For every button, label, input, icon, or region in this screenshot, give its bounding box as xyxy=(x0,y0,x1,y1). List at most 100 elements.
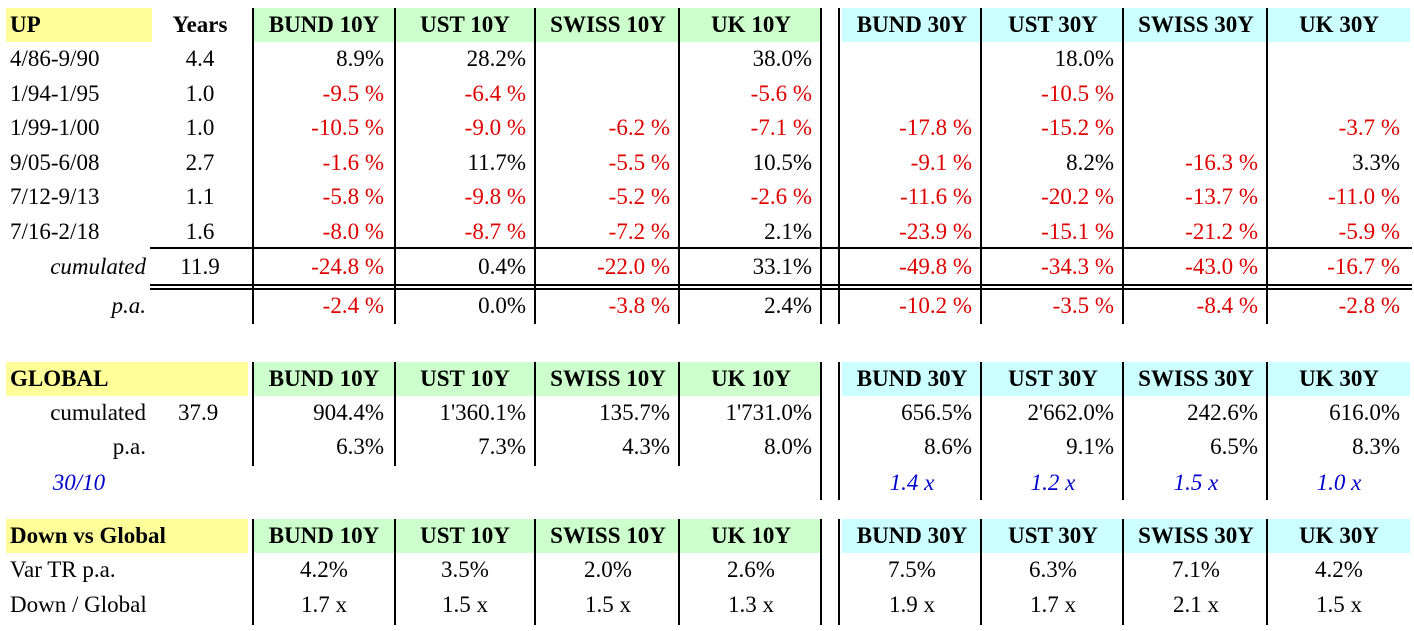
grid-line xyxy=(252,8,254,324)
years-value: 1.0 xyxy=(185,80,215,106)
return-value: -9.8 % xyxy=(464,184,526,209)
grid-line xyxy=(838,362,840,500)
grid-line xyxy=(1266,519,1268,625)
column-header-uk-30y: UK 30Y xyxy=(1268,8,1410,42)
grid-line xyxy=(838,519,840,625)
return-value: 28.2% xyxy=(466,46,526,71)
period-label: 9/05-6/08 xyxy=(10,149,100,175)
down-ratio-row: Down / Global 1.7 x 1.5 x 1.5 x 1.3 x 1.9 x 1.… xyxy=(6,588,1410,622)
pa-value: -10.2 % xyxy=(899,293,972,318)
grid-line xyxy=(394,8,396,324)
return-value: -6.4 % xyxy=(464,80,526,106)
global-pa-value: 8.0% xyxy=(764,434,812,459)
column-header-bund-30y: BUND 30Y xyxy=(842,519,982,553)
global-cumulated-row: cumulated 37.9 904.4% 1'360.1% 135.7% 1'731.0… xyxy=(6,396,1410,430)
var-label: Var TR p.a. xyxy=(10,557,116,582)
column-header-swiss-10y: SWISS 10Y xyxy=(536,8,680,42)
column-header-uk-10y: UK 10Y xyxy=(680,362,822,396)
grid-line xyxy=(534,8,536,324)
return-value xyxy=(842,77,982,111)
cumulated-value: -43.0 % xyxy=(1185,254,1258,279)
return-value: -23.9 % xyxy=(899,218,972,244)
column-header-swiss-30y: SWISS 30Y xyxy=(1124,8,1268,42)
return-value: -10.5 % xyxy=(311,115,384,140)
pa-label: p.a. xyxy=(111,293,147,318)
up-data-row: 7/12-9/13 1.1 -5.8 % -9.8 % -5.2 % -2.6 % -11.… xyxy=(6,180,1410,214)
pa-value: -8.4 % xyxy=(1196,293,1258,318)
return-value: -17.8 % xyxy=(899,115,972,140)
column-header-swiss-10y: SWISS 10Y xyxy=(536,362,680,396)
column-header-uk-10y: UK 10Y xyxy=(680,8,822,42)
up-title: UP xyxy=(6,8,152,42)
return-value: -11.0 % xyxy=(1328,184,1400,209)
years-value: 1.1 xyxy=(185,184,215,209)
return-value: 8.9% xyxy=(336,46,384,71)
return-value: -9.0 % xyxy=(464,115,526,140)
cumulated-years: 11.9 xyxy=(180,254,220,279)
return-value xyxy=(536,42,680,76)
column-header-ust-30y: UST 30Y xyxy=(982,362,1124,396)
return-value xyxy=(536,77,680,111)
grid-line xyxy=(820,8,822,324)
up-header-row: UP Years BUND 10Y UST 10Y SWISS 10Y UK 10Y BUN… xyxy=(6,8,1410,42)
global-cumulated-value: 656.5% xyxy=(901,400,972,425)
pa-value: -2.8 % xyxy=(1338,293,1400,318)
grid-line xyxy=(1122,519,1124,625)
return-value: -11.6 % xyxy=(900,184,972,209)
pa-value: -3.8 % xyxy=(608,293,670,318)
down-global-value: 2.1 x xyxy=(1173,592,1219,617)
column-header-uk-30y: UK 30Y xyxy=(1268,362,1410,396)
column-header-ust-10y: UST 10Y xyxy=(394,362,536,396)
up-data-row: 1/99-1/00 1.0 -10.5 % -9.0 % -6.2 % -7.1 % -17… xyxy=(6,111,1410,145)
return-value: -3.7 % xyxy=(1338,115,1400,140)
ratio-value: 1.0 x xyxy=(1316,470,1362,495)
global-pa-value: 9.1% xyxy=(1066,434,1114,459)
return-value xyxy=(1124,42,1268,76)
column-header-ust-30y: UST 30Y xyxy=(982,8,1124,42)
pa-value: 2.4% xyxy=(764,293,812,318)
global-pa-value: 7.3% xyxy=(478,434,526,459)
global-header-row: GLOBAL BUND 10Y UST 10Y SWISS 10Y UK 10Y BUND… xyxy=(6,362,1410,396)
grid-line xyxy=(1122,8,1124,324)
cumulated-value: -22.0 % xyxy=(597,254,670,279)
column-header-bund-30y: BUND 30Y xyxy=(842,8,982,42)
down-global-value: 1.7 x xyxy=(1030,592,1076,617)
global-cumulated-value: 2'662.0% xyxy=(1027,400,1114,425)
years-value: 4.4 xyxy=(185,46,215,71)
down-global-value: 1.9 x xyxy=(889,592,935,617)
return-value: 3.3% xyxy=(1352,149,1400,175)
years-value: 1.0 xyxy=(185,115,215,140)
up-data-row: 7/16-2/18 1.6 -8.0 % -8.7 % -7.2 % 2.1% -23.9 … xyxy=(6,215,1410,249)
global-cumulated-value: 242.6% xyxy=(1187,400,1258,425)
down-global-value: 1.7 x xyxy=(301,592,347,617)
grid-line xyxy=(980,362,982,500)
period-label: 7/16-2/18 xyxy=(10,218,100,244)
ratio-value: 1.4 x xyxy=(889,470,935,495)
return-value: 18.0% xyxy=(1054,46,1114,71)
global-cumulated-value: 904.4% xyxy=(313,400,384,425)
global-cumulated-value: 1'731.0% xyxy=(725,400,812,425)
column-header-bund-10y: BUND 10Y xyxy=(254,8,394,42)
grid-line xyxy=(150,247,1412,249)
up-data-row: 1/94-1/95 1.0 -9.5 % -6.4 % -5.6 % -10.5 % xyxy=(6,77,1410,111)
cumulated-label: cumulated xyxy=(50,254,146,279)
return-value: 10.5% xyxy=(752,149,812,175)
up-pa-row: p.a. -2.4 % 0.0% -3.8 % 2.4% -10.2 % -3.5 % -8.… xyxy=(6,289,1410,323)
var-value: 7.1% xyxy=(1172,557,1220,582)
return-value: -6.2 % xyxy=(608,115,670,140)
grid-line xyxy=(150,284,1412,286)
down-var-row: Var TR p.a. 4.2% 3.5% 2.0% 2.6% 7.5% 6.3% 7.1% 4… xyxy=(6,553,1410,587)
grid-line xyxy=(534,362,536,466)
years-header: Years xyxy=(172,12,228,37)
column-header-swiss-10y: SWISS 10Y xyxy=(536,519,680,553)
down-global-value: 1.3 x xyxy=(728,592,774,617)
column-header-uk-10y: UK 10Y xyxy=(680,519,822,553)
pa-value: -3.5 % xyxy=(1052,293,1114,318)
global-pa-label: p.a. xyxy=(112,434,146,459)
cumulated-value: -16.7 % xyxy=(1327,254,1400,279)
cumulated-value: -24.8 % xyxy=(311,254,384,279)
return-value: -8.0 % xyxy=(322,218,384,244)
return-value: -5.9 % xyxy=(1338,218,1400,244)
up-cumulated-row: cumulated 11.9 -24.8 % 0.4% -22.0 % 33.1% -49.… xyxy=(6,250,1410,284)
global-title: GLOBAL xyxy=(6,362,248,396)
